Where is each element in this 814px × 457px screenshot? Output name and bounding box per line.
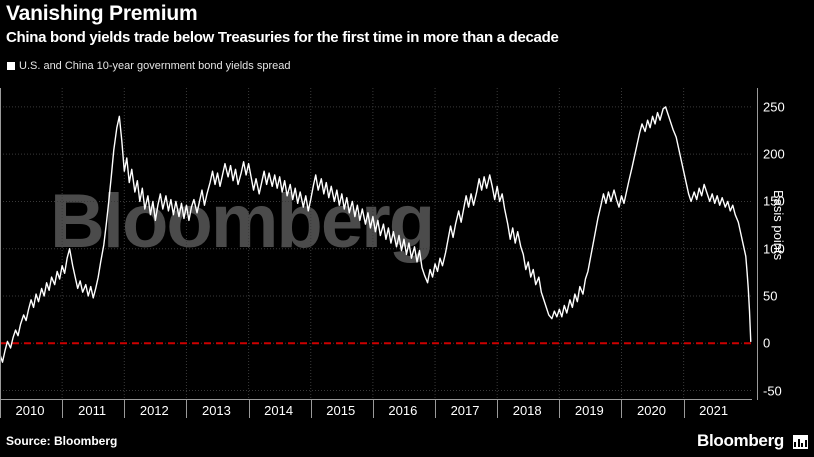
data-series-line: [0, 106, 752, 363]
y-axis-spine: [757, 88, 758, 400]
x-axis-tick: 2020: [637, 403, 666, 418]
x-axis-tick: 2018: [512, 403, 542, 418]
page-title: Vanishing Premium: [6, 2, 198, 25]
x-axis-tick-mark: [372, 400, 374, 418]
y-axis-tick: -50: [763, 383, 782, 399]
x-axis-tick-mark: [248, 400, 250, 418]
page-subtitle: China bond yields trade below Treasuries…: [6, 29, 559, 46]
y-axis-tick: 150: [763, 193, 785, 209]
x-axis-tick-labels: 2010 2011 2012 2013 2014 2015 2016 2017 2018 2019…: [0, 400, 752, 425]
chart-legend: U.S. and China 10-year government bond y…: [7, 60, 291, 72]
x-axis-tick-mark: [186, 400, 188, 418]
bloomberg-terminal-icon: [793, 435, 808, 449]
x-axis-tick: 2021: [699, 403, 729, 418]
legend-swatch-icon: [7, 62, 15, 70]
x-axis-tick: 2010: [15, 403, 45, 418]
x-axis-tick: 2011: [78, 403, 107, 418]
y-axis-tick-labels: 250 200 150 100 50 0 -50: [757, 88, 797, 400]
x-axis-tick: 2014: [264, 403, 294, 418]
x-axis-tick: 2017: [450, 403, 480, 418]
x-axis-tick: 2013: [201, 403, 231, 418]
x-axis-tick-mark: [435, 400, 437, 418]
x-axis-tick-mark: [124, 400, 126, 418]
x-axis-tick-mark: [497, 400, 499, 418]
x-axis-tick: 2015: [326, 403, 356, 418]
x-axis-tick-mark: [559, 400, 561, 418]
x-axis-tick-mark: [310, 400, 312, 418]
chart-svg: [0, 88, 752, 400]
x-axis-tick-mark: [683, 400, 685, 418]
y-axis-title: Basis points: [771, 190, 786, 261]
y-axis-tick: 0: [763, 335, 771, 351]
chart-frame: [0, 88, 752, 400]
x-axis-tick-mark: [0, 400, 1, 418]
legend-item-label: U.S. and China 10-year government bond y…: [19, 60, 291, 72]
x-axis-tick-mark: [62, 400, 64, 418]
y-axis-tick: 250: [763, 99, 785, 115]
x-axis-tick: 2016: [388, 403, 418, 418]
bloomberg-logo-text: Bloomberg: [696, 431, 784, 450]
x-axis-tick: 2012: [139, 403, 169, 418]
y-axis-tick: 100: [763, 241, 785, 257]
y-axis-tick: 200: [763, 146, 785, 162]
x-axis-tick: 2019: [574, 403, 604, 418]
source-note: Source: Bloomberg: [6, 434, 118, 448]
x-axis-tick-mark: [621, 400, 623, 418]
chart-gridlines: [0, 88, 752, 400]
y-axis-tick: 50: [763, 288, 778, 304]
chart-plot-area: [0, 88, 752, 400]
